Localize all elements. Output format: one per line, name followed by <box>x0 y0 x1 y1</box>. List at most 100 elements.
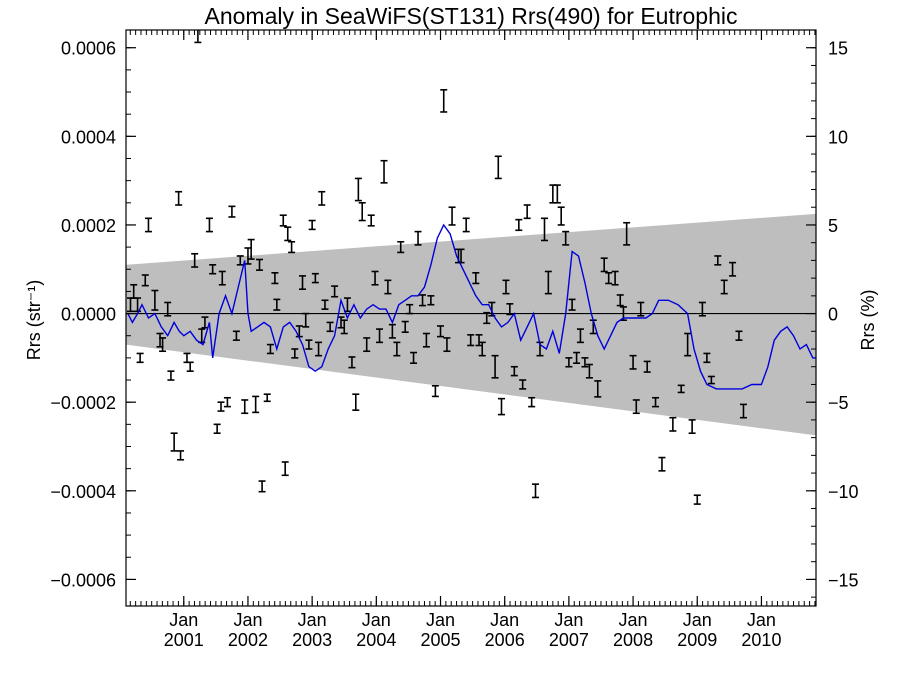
error-bar-point <box>714 255 722 266</box>
error-bar-point <box>600 257 608 273</box>
error-bar-point <box>258 480 266 493</box>
error-bar-point <box>611 270 619 286</box>
error-bar-point <box>252 395 260 414</box>
error-bar-point <box>281 461 289 477</box>
error-bar-point <box>393 341 401 357</box>
error-bar-point <box>144 217 152 233</box>
error-bar-point <box>684 332 692 357</box>
error-bar-point <box>540 217 548 242</box>
error-bar-point <box>544 270 552 295</box>
error-bar-point <box>532 483 540 499</box>
error-bar-point <box>698 301 706 317</box>
y-axis-label-right: Rrs (%) <box>858 290 878 351</box>
error-bar-point <box>175 190 183 206</box>
error-bar-point <box>352 393 360 411</box>
error-bar-point <box>241 399 249 415</box>
error-bar-point <box>720 279 728 295</box>
error-bar-point <box>363 337 371 353</box>
error-bar-point <box>167 370 175 381</box>
error-bar-point <box>331 285 339 298</box>
error-bar-point <box>348 356 356 369</box>
error-bar-point <box>217 401 225 412</box>
error-bar-point <box>236 255 244 266</box>
y-tick-label-left: 0.0002 <box>61 216 116 236</box>
error-bar-point <box>228 205 236 218</box>
error-bar-point <box>397 240 405 254</box>
error-bar-point <box>502 279 510 295</box>
error-bar-point <box>305 339 313 350</box>
error-bar-point <box>419 294 427 307</box>
error-bar-point <box>194 30 202 44</box>
error-bar-point <box>510 365 518 377</box>
error-bar-point <box>519 379 527 390</box>
error-bar-point <box>326 321 334 333</box>
smoothed-series-line <box>127 223 816 390</box>
error-bar-point <box>337 316 345 329</box>
y-tick-label-left: 0.0000 <box>61 305 116 325</box>
x-tick-label-month: Jan <box>490 610 519 630</box>
error-bar-point <box>380 159 388 184</box>
error-bar-point <box>594 380 602 398</box>
error-bar-point <box>371 270 379 286</box>
error-bar-point <box>271 272 279 285</box>
error-bar-point <box>605 272 613 285</box>
error-bar-point <box>232 330 240 341</box>
error-bar-point <box>565 357 573 368</box>
error-bar-point <box>159 337 167 353</box>
x-tick-label-month: Jan <box>683 610 712 630</box>
error-bar-point <box>467 334 475 347</box>
y-axis-label-left: Rrs (str⁻¹) <box>24 280 44 360</box>
error-bar-point <box>629 354 637 370</box>
y-tick-label-left: −0.0006 <box>50 570 116 590</box>
error-bar-point <box>549 184 557 204</box>
x-tick-label-year: 2009 <box>677 630 717 650</box>
error-bar-point <box>576 328 584 344</box>
y-tick-label-left: −0.0002 <box>50 393 116 413</box>
x-tick-label-year: 2010 <box>741 630 781 650</box>
error-bar-point <box>358 202 366 222</box>
x-tick-label-month: Jan <box>169 610 198 630</box>
error-bar-point <box>388 323 396 339</box>
error-bar-point <box>136 352 144 364</box>
x-tick-label-month: Jan <box>362 610 391 630</box>
error-bar-point <box>299 275 307 291</box>
y-tick-label-right: −5 <box>828 393 849 413</box>
error-bar-point <box>284 226 292 242</box>
error-bar-point <box>557 206 565 226</box>
error-bar-point <box>703 352 711 364</box>
error-bar-point <box>186 361 194 372</box>
error-bar-point <box>141 274 149 287</box>
error-bar-point <box>491 354 499 379</box>
error-bar-point <box>218 270 226 286</box>
error-bar-point <box>497 397 505 416</box>
error-bar-point <box>632 399 640 415</box>
error-bar-point <box>494 155 502 180</box>
error-bar-point <box>318 190 326 206</box>
error-bar-point <box>462 217 470 233</box>
plot-area <box>126 30 816 505</box>
error-bar-point <box>506 303 514 316</box>
plot-inner <box>126 30 816 505</box>
error-bar-point <box>213 423 221 435</box>
error-bar-point <box>562 230 570 246</box>
y-tick-label-right: 10 <box>828 127 848 147</box>
error-bar-point <box>585 363 593 379</box>
error-bar-point <box>410 351 418 364</box>
error-bar-point <box>478 341 486 357</box>
error-bar-point <box>431 384 439 398</box>
error-bar-point <box>483 311 491 325</box>
error-bar-point <box>427 295 435 306</box>
error-bar-point <box>669 416 677 432</box>
error-bar-point <box>191 252 199 268</box>
y-tick-label-right: 5 <box>828 216 838 236</box>
error-bar-point <box>183 352 191 364</box>
error-bar-point <box>291 348 299 359</box>
error-bar-point <box>315 341 323 357</box>
x-tick-label-month: Jan <box>747 610 776 630</box>
error-bar-point <box>288 240 296 254</box>
error-bar-point <box>223 396 231 408</box>
error-bar-point <box>623 221 631 246</box>
x-tick-label-year: 2005 <box>420 630 460 650</box>
error-bar-point <box>652 396 660 408</box>
error-bar-point <box>658 456 666 472</box>
